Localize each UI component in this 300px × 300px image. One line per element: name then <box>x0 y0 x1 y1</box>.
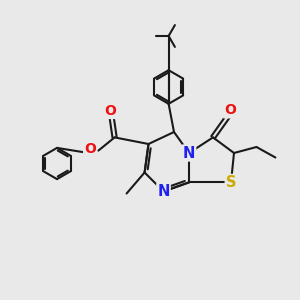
Text: N: N <box>183 146 195 160</box>
Text: O: O <box>224 103 236 117</box>
Text: O: O <box>84 142 96 156</box>
Text: O: O <box>104 104 116 118</box>
Text: S: S <box>226 175 236 190</box>
Text: N: N <box>157 184 170 199</box>
